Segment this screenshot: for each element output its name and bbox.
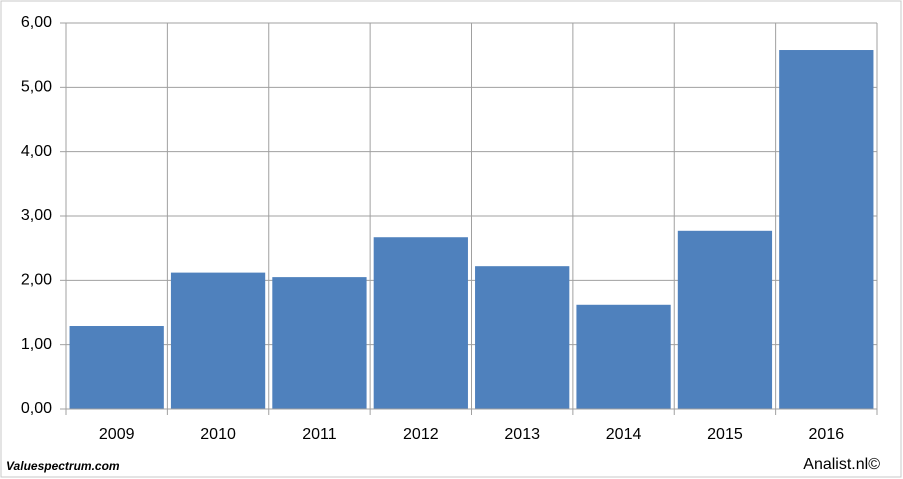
x-tick-label: 2015 bbox=[707, 426, 743, 443]
bar bbox=[272, 277, 367, 409]
y-tick-label: 1,00 bbox=[21, 336, 52, 353]
x-tick-label: 2012 bbox=[403, 426, 439, 443]
x-tick-label: 2010 bbox=[200, 426, 236, 443]
y-tick-label: 5,00 bbox=[21, 79, 52, 96]
x-tick-label: 2016 bbox=[809, 426, 845, 443]
source-left: Valuespectrum.com bbox=[6, 459, 120, 473]
bar bbox=[373, 237, 468, 409]
y-tick-label: 6,00 bbox=[21, 14, 52, 31]
bar bbox=[779, 50, 874, 410]
x-tick-label: 2009 bbox=[99, 426, 135, 443]
bar bbox=[69, 326, 164, 409]
bar bbox=[170, 272, 266, 409]
y-tick-label: 4,00 bbox=[21, 143, 52, 160]
bar bbox=[475, 266, 570, 409]
x-tick-label: 2014 bbox=[606, 426, 642, 443]
x-tick-label: 2011 bbox=[302, 426, 337, 443]
y-tick-label: 3,00 bbox=[21, 207, 52, 224]
bar bbox=[576, 304, 671, 409]
x-tick-label: 2013 bbox=[504, 426, 540, 443]
bar bbox=[677, 230, 773, 409]
y-tick-label: 0,00 bbox=[21, 400, 52, 417]
y-tick-label: 2,00 bbox=[21, 272, 52, 289]
source-right: Analist.nl© bbox=[803, 456, 880, 473]
